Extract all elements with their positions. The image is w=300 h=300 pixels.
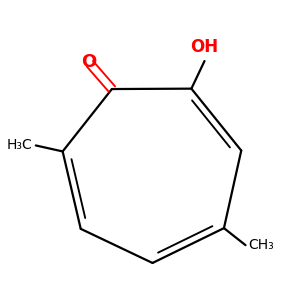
Text: H₃C: H₃C: [7, 139, 33, 152]
Text: O: O: [81, 53, 96, 71]
Text: CH₃: CH₃: [249, 238, 274, 252]
Text: OH: OH: [190, 38, 219, 56]
